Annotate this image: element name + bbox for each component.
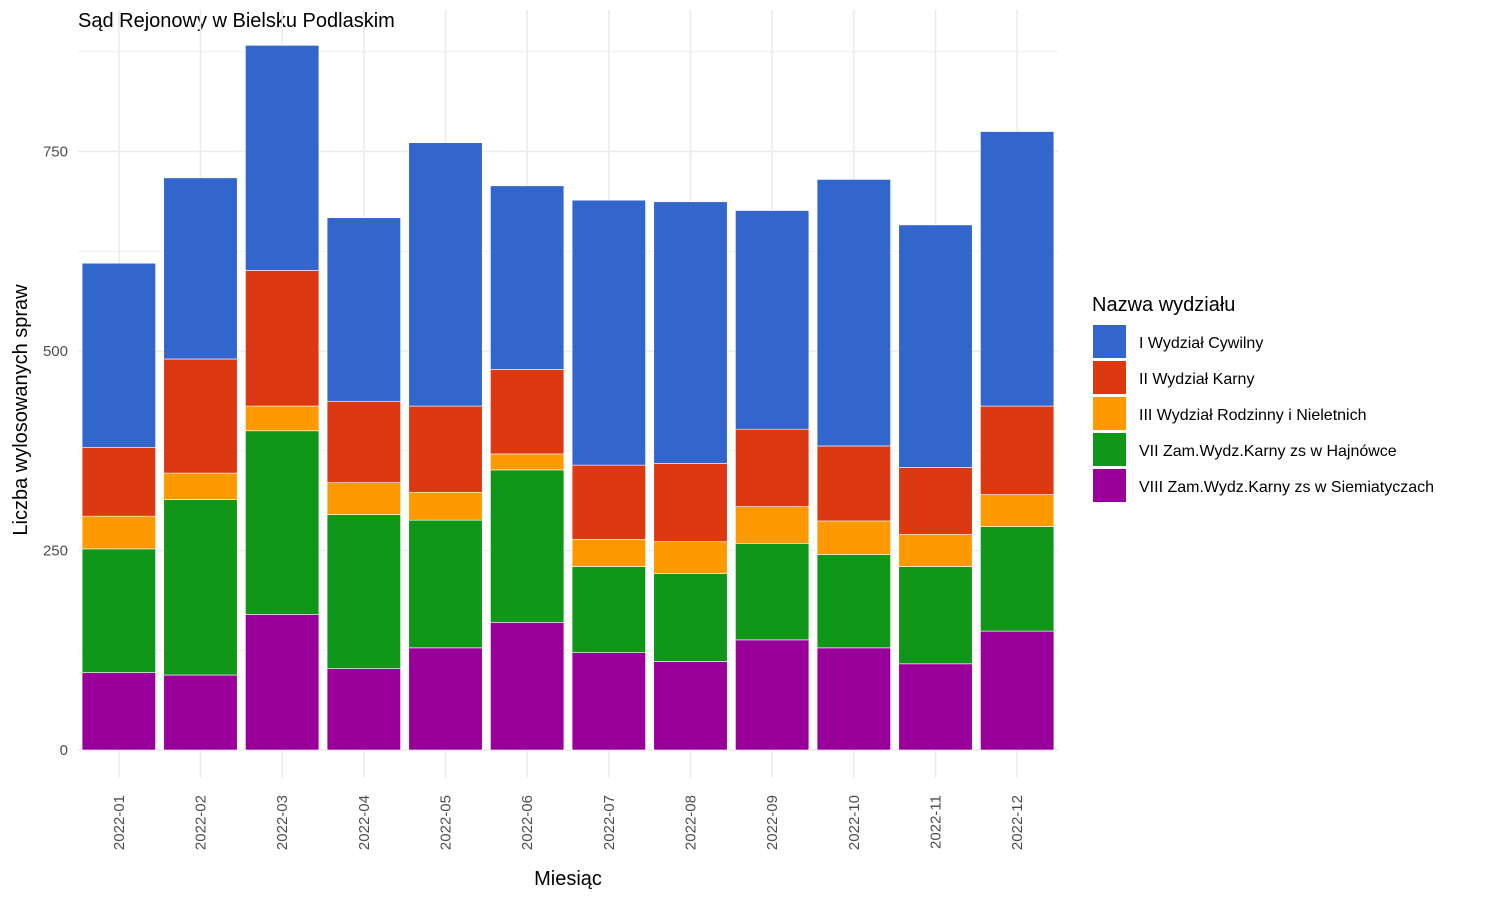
- y-tick-label: 0: [60, 742, 68, 759]
- bar-segment: [571, 566, 646, 653]
- bar-segment: [81, 262, 156, 448]
- bar-segment: [735, 543, 810, 641]
- x-axis-title: Miesiąc: [534, 868, 602, 890]
- bar-segment: [653, 463, 728, 543]
- bar-segment: [408, 491, 483, 521]
- bar-segment: [571, 539, 646, 567]
- bar-segment: [898, 663, 973, 751]
- bar-segment: [653, 573, 728, 662]
- legend-label: II Wydział Karny: [1139, 371, 1254, 388]
- legend-label: VIII Zam.Wydz.Karny zs w Siemiatyczach: [1139, 479, 1434, 496]
- y-tick-label: 750: [43, 144, 68, 161]
- x-tick-label: 2022-12: [1009, 795, 1026, 850]
- bar-segment: [653, 541, 728, 574]
- bar-segment: [571, 464, 646, 540]
- bar-segment: [653, 661, 728, 751]
- x-tick-label: 2022-09: [764, 795, 781, 850]
- bar-segment: [816, 647, 891, 751]
- bar-segment: [735, 210, 810, 430]
- bar-segment: [898, 224, 973, 468]
- bar-segment: [571, 652, 646, 751]
- y-axis-ticks: 0 250 500 750: [43, 144, 68, 760]
- x-tick-label: 2022-04: [356, 795, 373, 850]
- bar-segment: [816, 445, 891, 522]
- bar-segment: [816, 179, 891, 447]
- bar-segment: [980, 131, 1055, 407]
- bar-segment: [571, 199, 646, 466]
- legend-title: Nazwa wydziału: [1092, 294, 1235, 316]
- bar-segment: [81, 672, 156, 751]
- bar-segment: [980, 526, 1055, 632]
- bar-segment: [653, 201, 728, 464]
- bar-segment: [245, 45, 320, 271]
- chart-title: Sąd Rejonowy w Bielsku Podlaskim: [78, 10, 395, 32]
- bar-segment: [408, 405, 483, 493]
- bar-segment: [245, 614, 320, 751]
- bar-segment: [326, 217, 401, 402]
- x-tick-label: 2022-05: [438, 795, 455, 850]
- bar-segment: [326, 514, 401, 669]
- bar-segment: [490, 622, 565, 751]
- legend-swatch: [1093, 325, 1126, 358]
- y-tick-label: 250: [43, 543, 68, 560]
- bar-segment: [245, 405, 320, 432]
- bar-segment: [980, 630, 1055, 751]
- bar-segment: [735, 428, 810, 507]
- x-tick-label: 2022-11: [928, 795, 945, 849]
- bar-segment: [816, 554, 891, 649]
- bar-segment: [326, 668, 401, 751]
- y-tick-label: 500: [43, 343, 68, 360]
- bar-segment: [81, 447, 156, 517]
- x-axis-ticks: 2022-01 2022-02 2022-03 2022-04 2022-05 2022-…: [111, 795, 1026, 850]
- legend-swatch: [1093, 361, 1126, 394]
- bar-segment: [898, 566, 973, 665]
- x-tick-label: 2022-02: [193, 795, 210, 850]
- bar-segment: [326, 482, 401, 515]
- bar-segment: [735, 506, 810, 544]
- legend-swatch: [1093, 397, 1126, 430]
- x-tick-label: 2022-07: [601, 795, 618, 850]
- bar-segment: [408, 142, 483, 407]
- x-tick-label: 2022-01: [111, 795, 128, 850]
- bar-segment: [81, 515, 156, 550]
- bar-segment: [163, 499, 238, 676]
- bar-segment: [408, 647, 483, 751]
- x-tick-label: 2022-08: [683, 795, 700, 850]
- bar-segment: [735, 639, 810, 751]
- legend: I Wydział Cywilny II Wydział Karny III Wyd…: [1093, 325, 1434, 502]
- x-tick-label: 2022-03: [274, 795, 291, 850]
- y-axis-title: Liczba wylosowanych spraw: [10, 284, 32, 536]
- x-tick-label: 2022-06: [519, 795, 536, 850]
- bar-segment: [163, 358, 238, 474]
- legend-label: III Wydział Rodzinny i Nieletnich: [1139, 407, 1367, 424]
- x-tick-label: 2022-10: [846, 795, 863, 850]
- legend-label: I Wydział Cywilny: [1139, 335, 1263, 352]
- bar-segment: [163, 177, 238, 360]
- bar-segment: [245, 270, 320, 407]
- legend-label: VII Zam.Wydz.Karny zs w Hajnówce: [1139, 443, 1397, 460]
- bar-segment: [81, 548, 156, 673]
- bar-segment: [898, 467, 973, 535]
- legend-swatch: [1093, 433, 1126, 466]
- bars: [81, 45, 1055, 751]
- bar-segment: [490, 469, 565, 623]
- bar-segment: [163, 472, 238, 500]
- legend-swatch: [1093, 469, 1126, 502]
- bar-segment: [490, 369, 565, 455]
- bar-segment: [408, 519, 483, 649]
- bar-segment: [490, 185, 565, 370]
- bar-segment: [326, 400, 401, 483]
- bar-segment: [898, 534, 973, 567]
- bar-segment: [245, 430, 320, 615]
- bar-segment: [816, 520, 891, 555]
- bar-segment: [980, 494, 1055, 527]
- bar-segment: [490, 453, 565, 471]
- bar-segment: [163, 674, 238, 751]
- bar-segment: [980, 405, 1055, 495]
